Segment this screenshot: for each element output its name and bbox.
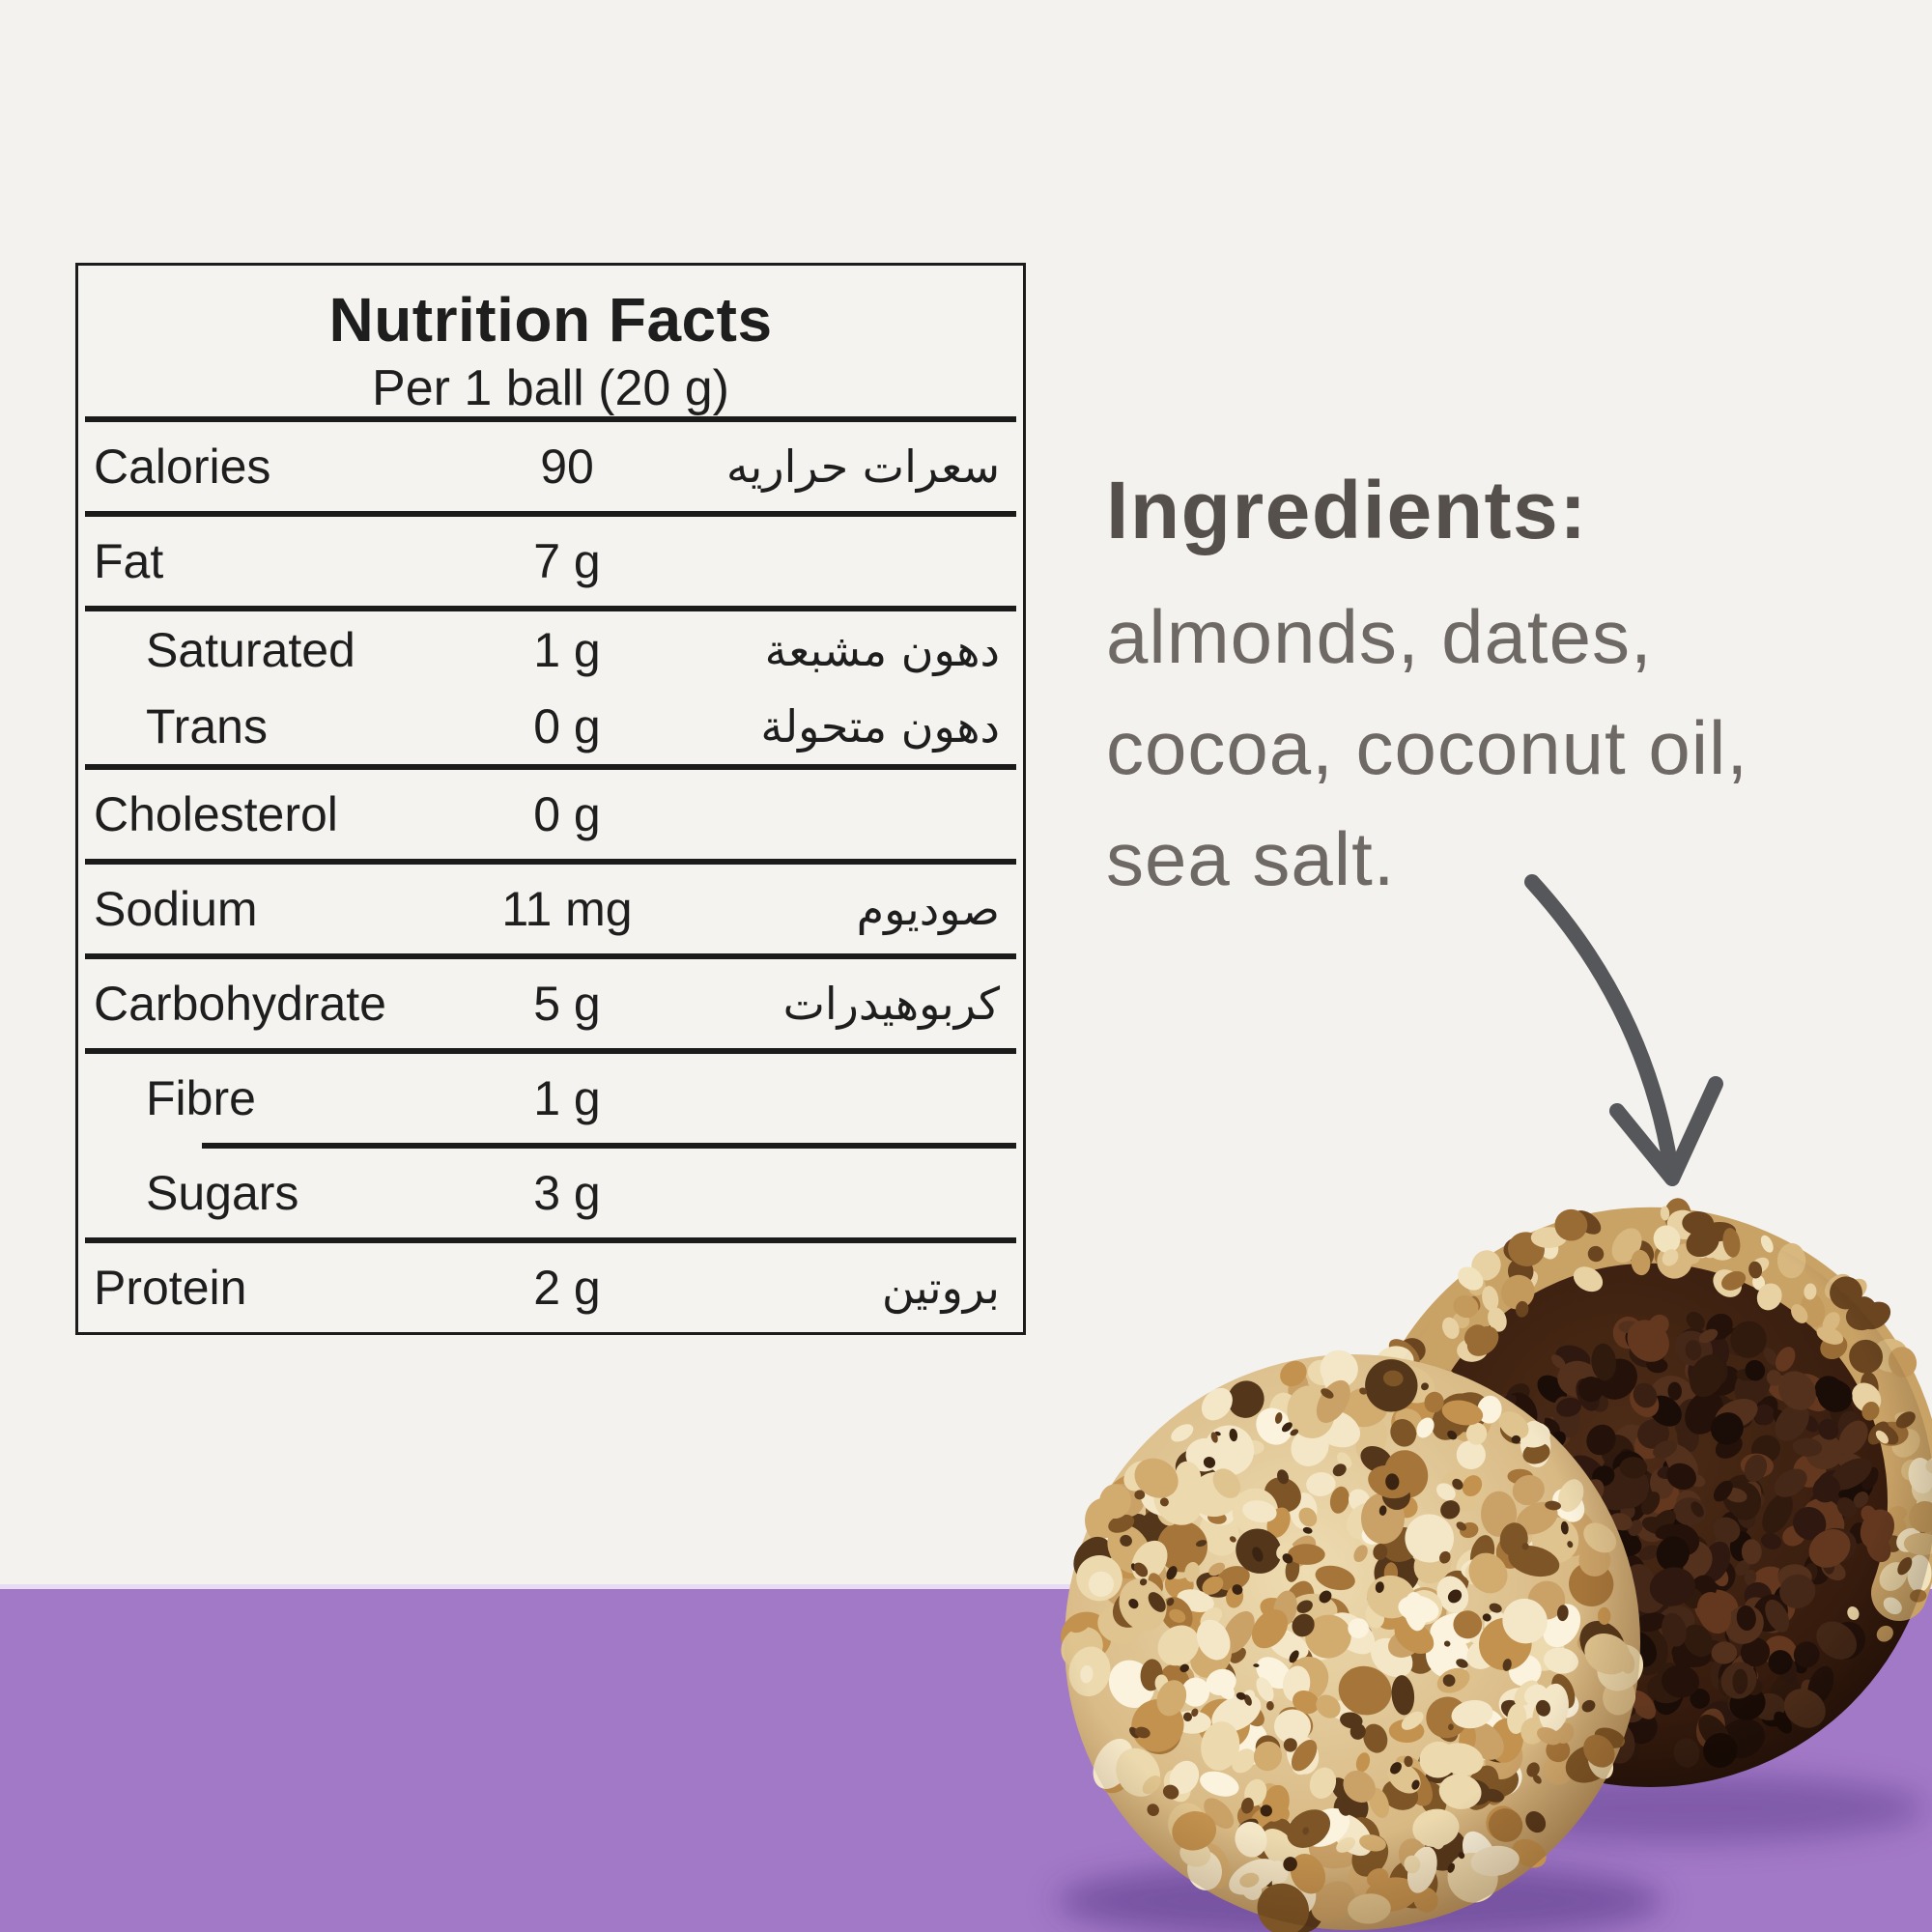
row-label: Cholesterol [94,787,338,841]
row-separator [85,764,1016,770]
table-row-trans-fat: Trans 0 g دهون متحولة [78,688,1023,764]
row-label: Sugars [146,1166,299,1220]
row-separator [85,1048,1016,1054]
row-value: 11 mg [501,882,633,936]
row-value: 1 g [533,622,601,677]
table-row-fat: Fat 7 g [78,517,1023,606]
table-row-carbohydrate: Carbohydrate 5 g كربوهيدرات [78,959,1023,1048]
row-arabic-label: سعرات حراريه [725,440,1000,493]
table-row-protein: Protein 2 g بروتين [78,1243,1023,1332]
row-separator [85,511,1016,517]
row-separator [85,859,1016,865]
row-separator [85,416,1016,422]
ingredients-list: almonds, dates, cocoa, coconut oil, sea … [1106,582,1879,915]
table-row-saturated-fat: Saturated 1 g دهون مشبعة [78,611,1023,688]
row-separator [85,953,1016,959]
row-label: Sodium [94,882,258,936]
row-value: 7 g [533,534,601,588]
row-value: 0 g [533,787,601,841]
serving-size: Per 1 ball (20 g) [372,360,729,416]
row-label: Saturated [146,622,355,677]
row-separator [85,606,1016,611]
table-row-calories: Calories 90 سعرات حراريه [78,422,1023,511]
nutrition-facts-table: Nutrition Facts Per 1 ball (20 g) Calori… [75,263,1026,1335]
row-label: Protein [94,1261,247,1315]
row-value: 90 [540,440,594,494]
row-value: 1 g [533,1071,601,1125]
ingredients-heading: Ingredients: [1106,465,1588,555]
ingredients-line: sea salt. [1106,816,1396,901]
row-label: Fibre [146,1071,256,1125]
table-row-sodium: Sodium 11 mg صوديوم [78,865,1023,953]
row-separator-indented [202,1143,1016,1149]
ingredients-line: almonds, dates, [1106,594,1653,679]
table-row-sugars: Sugars 3 g [78,1149,1023,1237]
row-arabic-label: صوديوم [856,883,1000,935]
row-value: 2 g [533,1261,601,1315]
table-row-cholesterol: Cholesterol 0 g [78,770,1023,859]
row-value: 5 g [533,977,601,1031]
purple-band [0,1584,1932,1932]
row-label: Calories [94,440,271,494]
row-label: Fat [94,534,164,588]
row-arabic-label: دهون مشبعة [764,623,1000,676]
row-value: 3 g [533,1166,601,1220]
row-arabic-label: دهون متحولة [760,699,1000,753]
ingredients-line: cocoa, coconut oil, [1106,705,1749,790]
row-arabic-label: بروتين [881,1262,1000,1314]
ingredients-section: Ingredients: almonds, dates, cocoa, coco… [1106,462,1879,915]
row-label: Carbohydrate [94,977,386,1031]
table-row-fibre: Fibre 1 g [78,1054,1023,1143]
nutrition-facts-title: Nutrition Facts [328,285,773,355]
row-arabic-label: كربوهيدرات [782,978,1000,1030]
table-header: Nutrition Facts Per 1 ball (20 g) [78,266,1023,416]
row-separator [85,1237,1016,1243]
row-value: 0 g [533,698,601,753]
row-label: Trans [146,698,268,753]
